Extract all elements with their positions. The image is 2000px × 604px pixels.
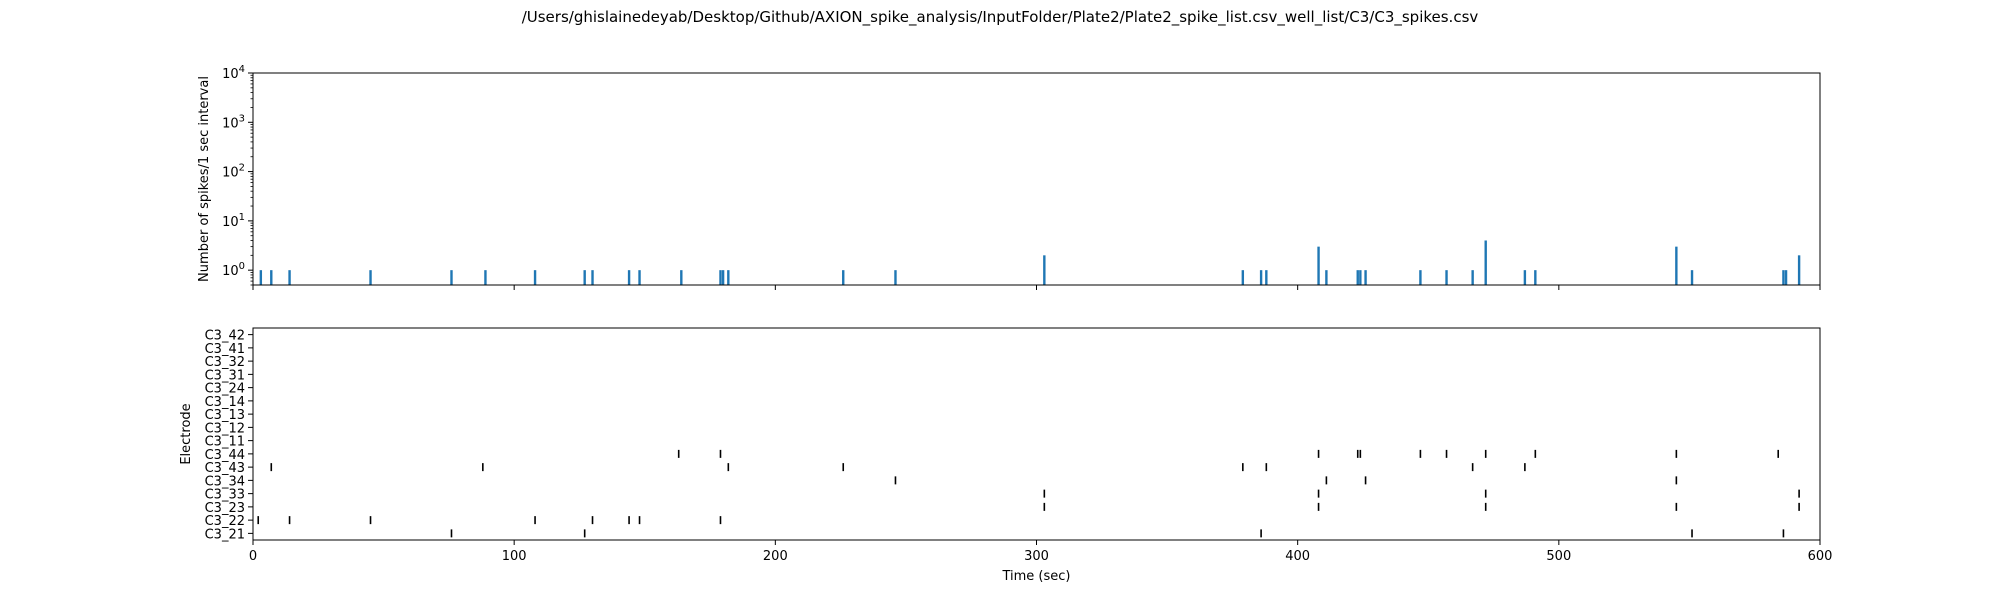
x-tick-label: 300 xyxy=(1024,549,1049,564)
histogram-bar xyxy=(591,270,594,285)
histogram-panel: 100 101 102 103 104 Number of spikes/1 sec in… xyxy=(197,64,1821,290)
electrode-label: C3_13 xyxy=(205,408,245,423)
y-axis-label: Electrode xyxy=(179,403,194,464)
x-tick-label: 600 xyxy=(1808,549,1833,564)
histogram-bar xyxy=(1675,246,1678,285)
y-tick-label: 104 xyxy=(222,64,245,82)
electrode-label: C3_14 xyxy=(205,395,245,410)
histogram-bar xyxy=(1782,270,1785,285)
y-tick-label: 101 xyxy=(222,212,245,230)
histogram-bar xyxy=(1534,270,1537,285)
histogram-bar xyxy=(484,270,487,285)
histogram-bar xyxy=(533,270,537,285)
x-tick-label: 200 xyxy=(763,549,788,564)
histogram-bar xyxy=(719,270,722,285)
histogram-bar xyxy=(1419,270,1422,285)
histogram-bar xyxy=(842,270,845,285)
electrode-label: C3_44 xyxy=(205,448,245,463)
histogram-bar xyxy=(583,270,586,285)
electrode-label: C3_23 xyxy=(205,501,245,516)
electrode-label: C3_43 xyxy=(205,461,245,476)
histogram-bar xyxy=(894,270,897,285)
histogram-bar xyxy=(1797,255,1801,285)
histogram-bar xyxy=(1241,270,1245,285)
x-tick-label: 100 xyxy=(502,549,527,564)
histogram-bar xyxy=(288,270,291,285)
histogram-bar xyxy=(1325,270,1328,285)
y-axis-label: Number of spikes/1 sec interval xyxy=(197,76,212,282)
histogram-bar xyxy=(1523,270,1527,285)
histogram-bar xyxy=(721,270,725,285)
raster-frame xyxy=(252,327,1821,541)
electrode-label: C3_24 xyxy=(205,382,245,397)
histogram-bar xyxy=(1445,270,1448,285)
histogram-frame xyxy=(252,72,1821,286)
histogram-bar xyxy=(259,270,263,285)
electrode-label: C3_33 xyxy=(205,488,245,503)
x-axis-label: Time (sec) xyxy=(1001,569,1070,584)
histogram-bar xyxy=(638,270,641,285)
electrode-label: C3_32 xyxy=(205,355,245,370)
y-tick-label: 103 xyxy=(222,113,245,131)
histogram-bar xyxy=(1690,270,1694,285)
electrode-label: C3_11 xyxy=(205,435,245,450)
electrode-label: C3_22 xyxy=(205,514,245,529)
histogram-bar xyxy=(270,270,273,285)
histogram-bar xyxy=(680,270,683,285)
y-tick-label: 100 xyxy=(222,261,245,279)
y-tick-label: 102 xyxy=(222,163,245,181)
histogram-bar xyxy=(727,270,730,285)
histogram-bar xyxy=(1484,240,1487,285)
histogram-bar xyxy=(1259,270,1263,285)
histogram-bar xyxy=(1359,270,1362,285)
x-tick-label: 500 xyxy=(1546,549,1571,564)
electrode-label: C3_31 xyxy=(205,368,245,383)
histogram-bar xyxy=(627,270,631,285)
figure-title: /Users/ghislainedeyab/Desktop/Github/AXI… xyxy=(521,8,1479,26)
histogram-bar xyxy=(1364,270,1367,285)
electrode-label: C3_21 xyxy=(205,527,245,542)
raster-panel: C3_21C3_22C3_23C3_33C3_34C3_43C3_44C3_11… xyxy=(179,327,1833,584)
histogram-bar xyxy=(1265,270,1268,285)
histogram-bar xyxy=(450,270,453,285)
histogram-bar xyxy=(1317,246,1320,285)
histogram-bar xyxy=(1784,270,1788,285)
electrode-label: C3_12 xyxy=(205,421,245,436)
histogram-bar xyxy=(369,270,372,285)
electrode-label: C3_34 xyxy=(205,474,245,489)
histogram-bar xyxy=(1043,255,1046,285)
histogram-bar xyxy=(1471,270,1474,285)
x-tick-label: 0 xyxy=(249,549,257,564)
histogram-bar xyxy=(1356,270,1359,285)
electrode-label: C3_41 xyxy=(205,342,245,357)
x-tick-label: 400 xyxy=(1285,549,1310,564)
electrode-label: C3_42 xyxy=(205,329,245,344)
